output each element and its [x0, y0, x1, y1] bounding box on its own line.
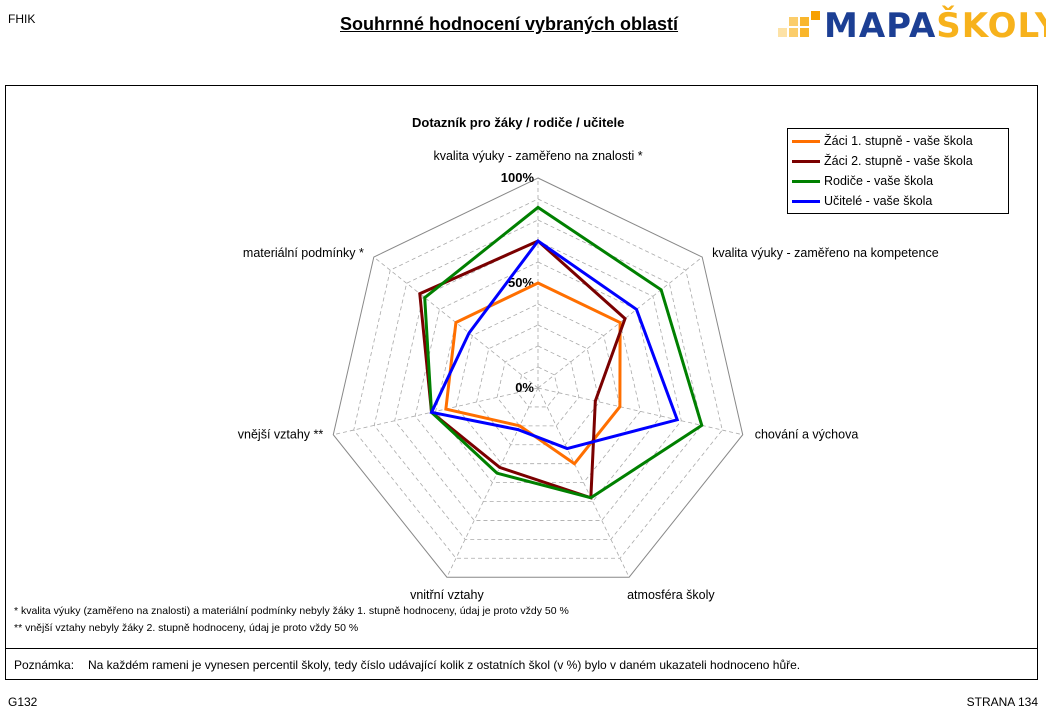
radar-grid-ring [517, 366, 559, 408]
legend-item-rodice: Rodiče - vaše škola [792, 171, 933, 191]
document-code: FHIK [8, 12, 36, 26]
page-number: STRANA 134 [966, 695, 1038, 709]
radar-axis-label: chování a výchova [755, 428, 859, 442]
radar-axis-label: vnější vztahy ** [238, 428, 324, 442]
note-label: Poznámka: [14, 658, 75, 672]
chart-frame [5, 85, 1038, 680]
legend-label: Učitelé - vaše škola [824, 194, 933, 208]
note-divider [5, 648, 1038, 649]
radar-axis-label: atmosféra školy [627, 588, 715, 602]
legend-label: Žáci 2. stupně - vaše škola [824, 154, 973, 168]
radar-tick-label: 100% [501, 170, 535, 185]
radar-grid-ring [496, 345, 580, 427]
mapa-skoly-logo: MAPAŠKOLY [776, 6, 1046, 46]
radar-axis-label: kvalita výuky - zaměřeno na kompetence [712, 246, 939, 260]
radar-spoke [537, 387, 743, 436]
chart-legend: Žáci 1. stupně - vaše škola Žáci 2. stup… [787, 128, 1009, 214]
logo-wordmark: MAPAŠKOLY [824, 6, 1046, 46]
radar-spoke [333, 387, 539, 436]
legend-swatch [792, 199, 820, 203]
page-code: G132 [8, 695, 38, 709]
radar-grid-ring [332, 177, 744, 578]
radar-grid-ring [414, 261, 662, 502]
radar-series-line [423, 205, 704, 500]
legend-label: Žáci 1. stupně - vaše škola [824, 134, 973, 148]
radar-tick-label: 0% [515, 380, 534, 395]
radar-grid-ring [455, 303, 621, 465]
radar-grid-ring [353, 198, 723, 559]
radar-series-line [429, 238, 680, 451]
radar-grid-ring [435, 282, 641, 484]
legend-swatch [792, 179, 820, 183]
footnote-2: ** vnější vztahy nebyly žáky 2. stupně h… [14, 622, 359, 634]
legend-label: Rodiče - vaše škola [824, 174, 934, 188]
logo-squares-icon [778, 11, 820, 37]
legend-swatch [792, 159, 820, 163]
legend-item-zaci-2: Žáci 2. stupně - vaše škola [792, 151, 973, 171]
radar-axis-label: kvalita výuky - zaměřeno na znalosti * [433, 149, 642, 163]
radar-axis-label: materiální podmínky * [243, 246, 364, 260]
radar-grid-ring [476, 324, 600, 446]
legend-item-zaci-1: Žáci 1. stupně - vaše škola [792, 131, 973, 151]
radar-spoke [446, 387, 539, 578]
logo-text-accent: ŠKOLY [936, 6, 1046, 46]
radar-series-line [418, 239, 627, 500]
legend-item-ucitele: Učitelé - vaše škola [792, 191, 932, 211]
legend-swatch [792, 139, 820, 143]
radar-grid-ring [394, 240, 682, 521]
radar-spoke [537, 387, 630, 578]
radar-axis-label: vnitřní vztahy [410, 588, 484, 602]
radar-grid-ring [373, 219, 703, 540]
page-title: Souhrnné hodnocení vybraných oblastí [340, 14, 679, 34]
logo-text-main: MAPA [824, 6, 937, 46]
note-text: Na každém rameni je vynesen percentil šk… [88, 658, 801, 672]
chart-title: Dotazník pro žáky / rodiče / učitele [412, 115, 625, 130]
footnote-1: * kvalita výuky (zaměřeno na znalosti) a… [14, 605, 569, 617]
